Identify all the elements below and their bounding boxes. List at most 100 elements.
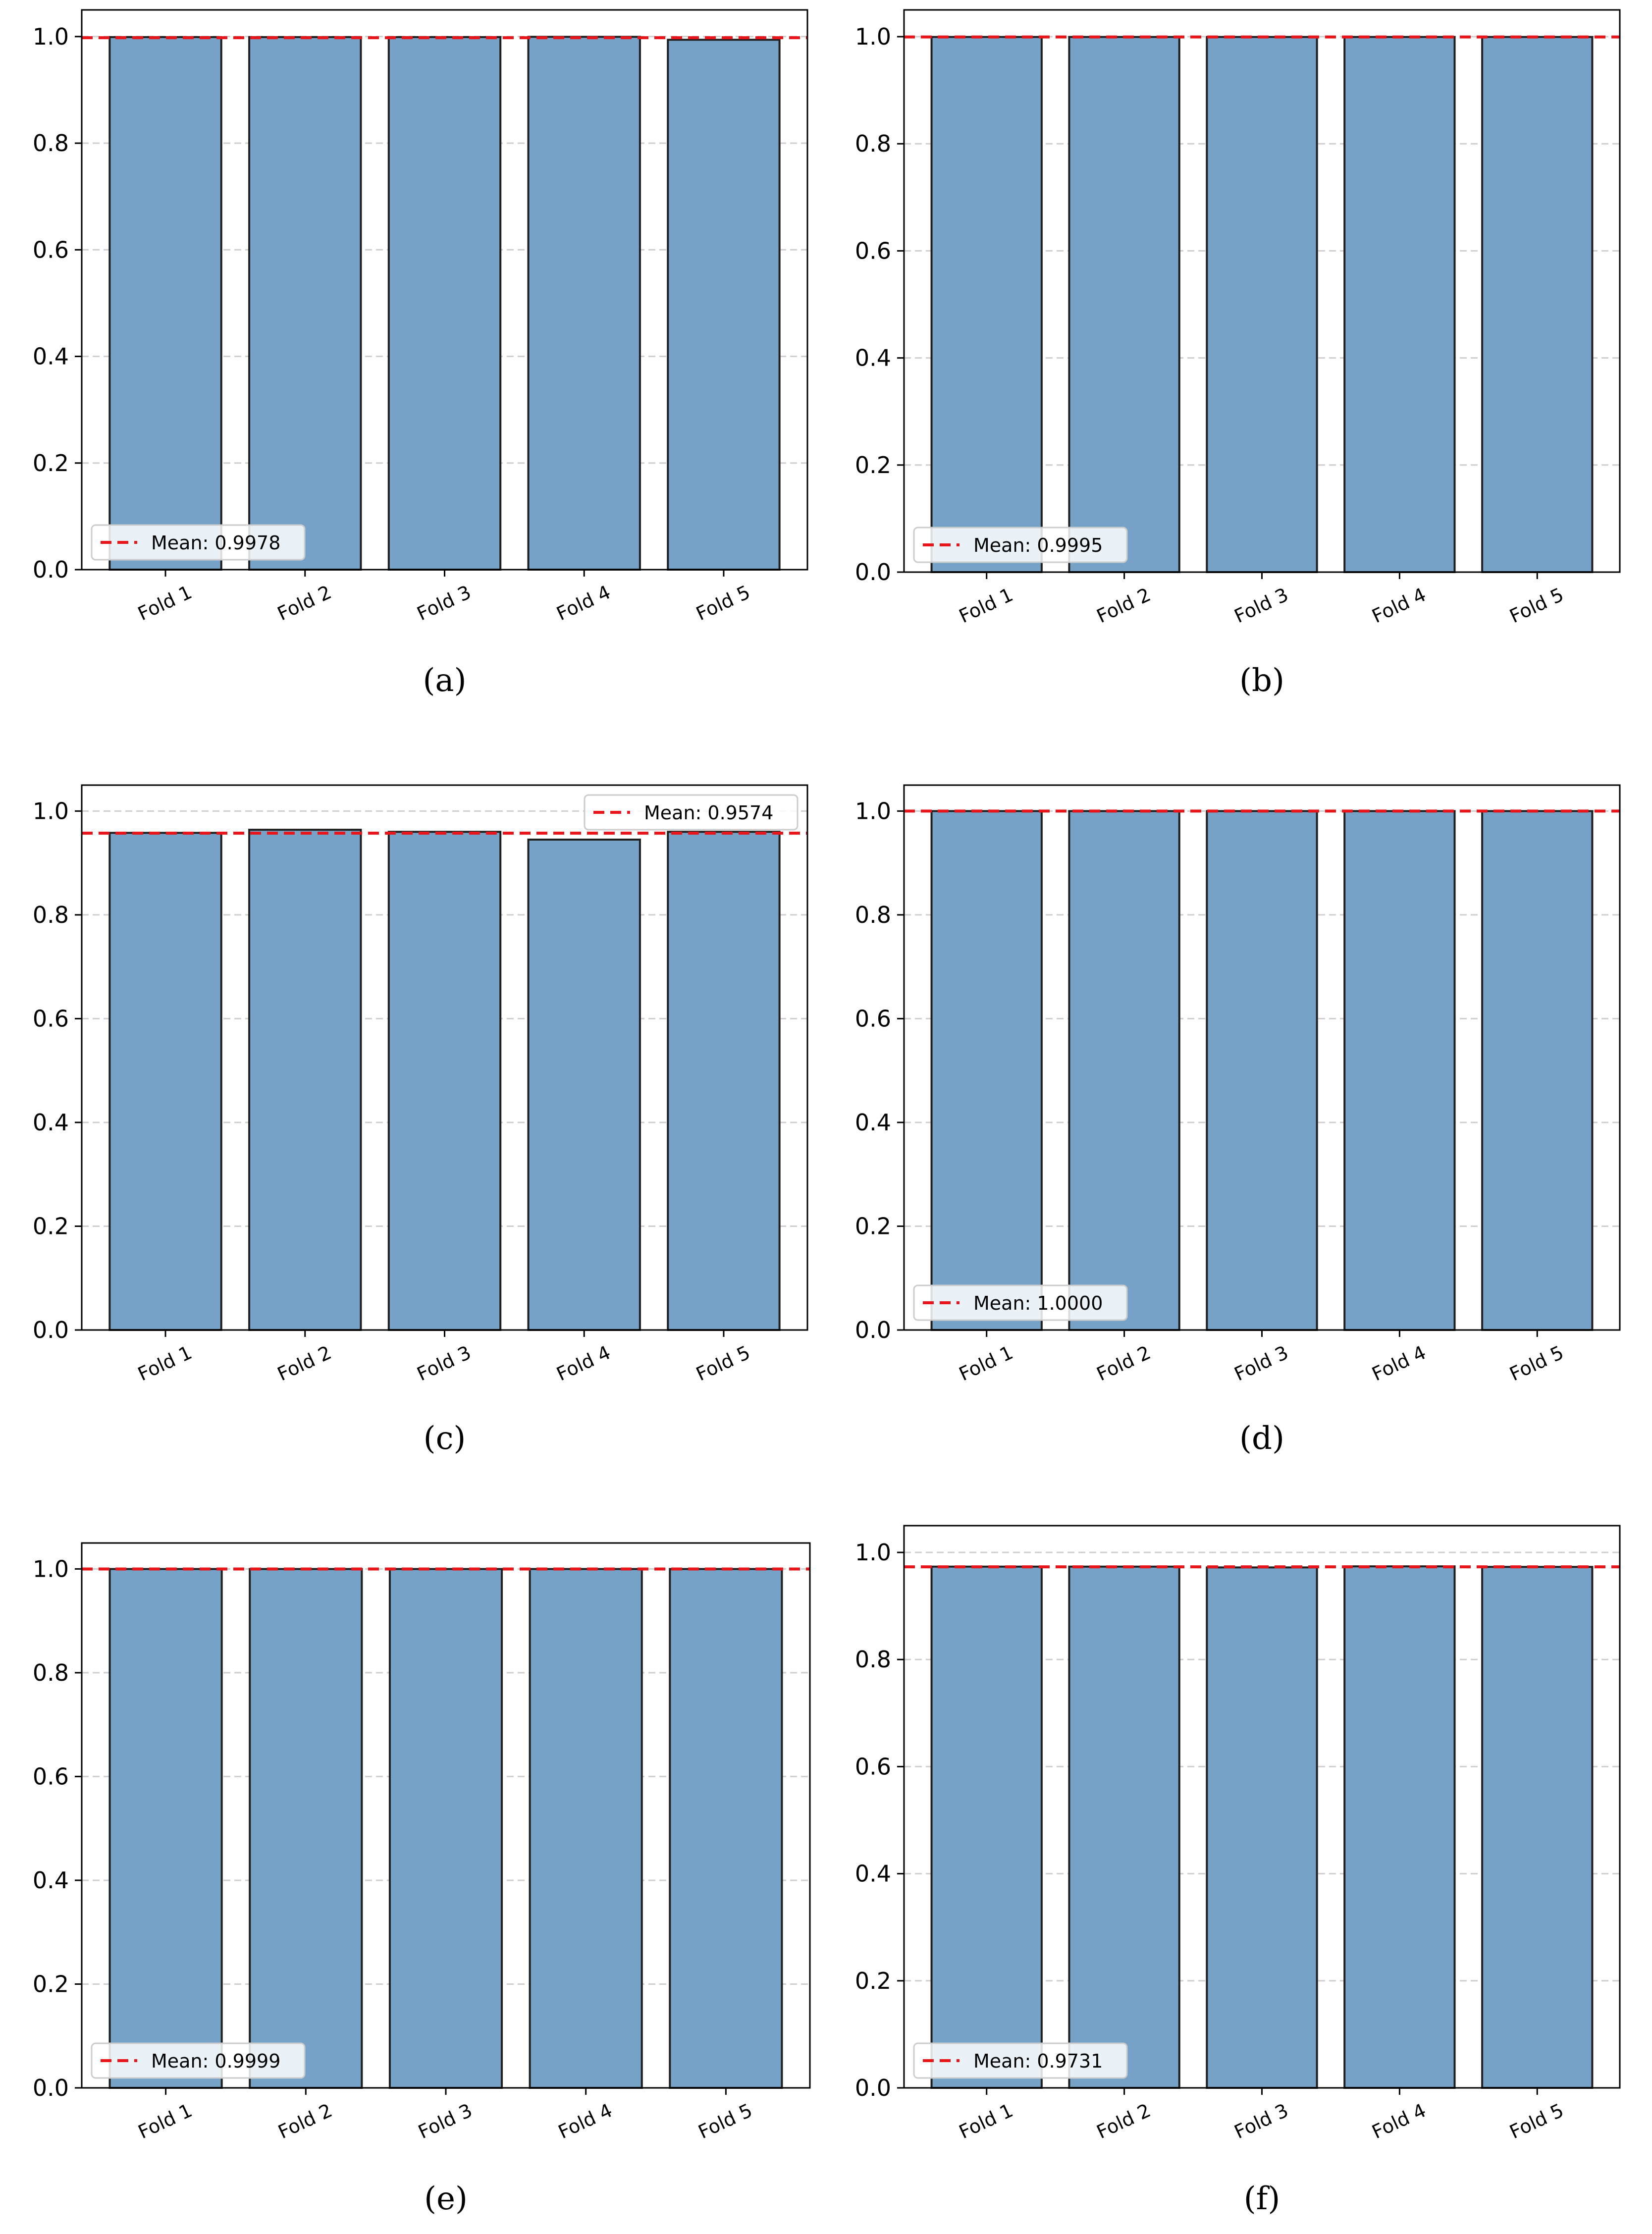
x-tick-label: Fold 2 bbox=[275, 2099, 336, 2143]
axes-frame bbox=[903, 9, 1621, 573]
y-tick-label: 0.2 bbox=[855, 1968, 891, 1994]
legend-label: Mean: 0.9978 bbox=[151, 532, 280, 554]
bar-3 bbox=[1206, 810, 1318, 1331]
x-tick-label: Fold 4 bbox=[553, 1341, 614, 1385]
bar-2 bbox=[248, 829, 362, 1331]
y-tick-label: 1.0 bbox=[855, 1539, 891, 1566]
x-tick-label: Fold 3 bbox=[1231, 1341, 1292, 1385]
y-tick-label: 1.0 bbox=[33, 798, 69, 824]
legend: Mean: 1.0000 bbox=[913, 1284, 1128, 1321]
x-tick-label: Fold 4 bbox=[553, 581, 614, 625]
legend: Mean: 0.9574 bbox=[584, 794, 799, 831]
panel-caption: (f) bbox=[1244, 2181, 1280, 2217]
y-tick-label: 0.6 bbox=[33, 1763, 69, 1790]
y-tick-label: 0.0 bbox=[855, 1317, 891, 1343]
chart-panel-a: 0.0 0.2 0.4 0.6 0.8 1.0 Fold 1 Fold 2 Fold 3 Fold… bbox=[33, 9, 808, 699]
legend-box bbox=[91, 524, 306, 561]
chart-panel-d: 0.0 0.2 0.4 0.6 0.8 1.0 Fold 1 Fold 2 Fold 3 Fold… bbox=[855, 784, 1621, 1457]
y-tick-label: 0.4 bbox=[855, 345, 891, 372]
bar-3 bbox=[387, 36, 502, 571]
y-tick-label: 0.4 bbox=[33, 343, 69, 370]
chart-panel-e: 0.0 0.2 0.4 0.6 0.8 1.0 Fold 1 Fold 2 Fold 3 Fold… bbox=[33, 1542, 811, 2217]
legend-label: Mean: 0.9995 bbox=[973, 534, 1103, 556]
x-tick-label: Fold 4 bbox=[555, 2099, 616, 2143]
y-tick-label: 0.2 bbox=[855, 452, 891, 479]
y-tick-label: 0.4 bbox=[855, 1109, 891, 1136]
chart-panel-c: 0.0 0.2 0.4 0.6 0.8 1.0 Fold 1 Fold 2 Fold 3 Fold… bbox=[33, 784, 808, 1457]
x-tick-label: Fold 3 bbox=[414, 581, 475, 625]
chart-panel-b: 0.0 0.2 0.4 0.6 0.8 1.0 Fold 1 Fold 2 Fold 3 Fold… bbox=[855, 9, 1621, 699]
x-tick-label: Fold 2 bbox=[274, 581, 335, 625]
legend: Mean: 0.9731 bbox=[913, 2042, 1128, 2079]
y-tick-label: 1.0 bbox=[855, 23, 891, 50]
bar-5 bbox=[667, 39, 781, 571]
bar-4 bbox=[1343, 1565, 1456, 2089]
x-tick-label: Fold 5 bbox=[1506, 2099, 1567, 2143]
y-tick-label: 0.0 bbox=[855, 2074, 891, 2101]
chart-panel-f: 0.0 0.2 0.4 0.6 0.8 1.0 Fold 1 Fold 2 Fold 3 Fold… bbox=[855, 1525, 1621, 2217]
x-tick-label: Fold 5 bbox=[695, 2099, 756, 2143]
bar-3 bbox=[1206, 1566, 1318, 2089]
y-tick-label: 0.2 bbox=[855, 1213, 891, 1239]
panel-caption: (d) bbox=[1239, 1420, 1284, 1457]
legend-box bbox=[584, 794, 799, 831]
x-tick-label: Fold 2 bbox=[1093, 2099, 1154, 2143]
legend-box bbox=[913, 527, 1128, 563]
y-tick-label: 0.8 bbox=[33, 902, 69, 928]
x-tick-label: Fold 3 bbox=[414, 1341, 475, 1385]
y-tick-label: 0.0 bbox=[33, 2074, 69, 2101]
y-tick-label: 0.8 bbox=[33, 1659, 69, 1686]
bar-2 bbox=[248, 36, 362, 571]
legend-label: Mean: 0.9574 bbox=[644, 802, 773, 824]
bar-1 bbox=[108, 36, 222, 571]
legend-box bbox=[913, 1284, 1128, 1321]
y-tick-label: 0.6 bbox=[855, 1753, 891, 1780]
x-tick-label: Fold 1 bbox=[956, 2099, 1016, 2143]
legend-label: Mean: 0.9999 bbox=[151, 2050, 280, 2072]
y-tick-label: 0.4 bbox=[33, 1867, 69, 1894]
bar-4 bbox=[527, 839, 641, 1331]
y-tick-label: 1.0 bbox=[33, 23, 69, 50]
x-tick-label: Fold 1 bbox=[135, 581, 196, 625]
bar-1 bbox=[930, 810, 1043, 1331]
bar-2 bbox=[1068, 810, 1180, 1331]
panel-caption: (e) bbox=[424, 2181, 468, 2217]
y-tick-label: 0.2 bbox=[33, 1970, 69, 1997]
panel-caption: (a) bbox=[423, 662, 466, 699]
bar-3 bbox=[387, 831, 502, 1331]
x-tick-label: Fold 1 bbox=[956, 584, 1016, 627]
bar-1 bbox=[930, 36, 1043, 573]
axes-frame bbox=[81, 1542, 811, 2089]
x-tick-label: Fold 1 bbox=[135, 2099, 196, 2143]
bar-1 bbox=[930, 1565, 1043, 2089]
bar-5 bbox=[669, 1568, 783, 2089]
bar-2 bbox=[1068, 1565, 1180, 2089]
y-tick-label: 0.2 bbox=[33, 450, 69, 477]
x-tick-label: Fold 3 bbox=[415, 2099, 476, 2143]
x-tick-label: Fold 2 bbox=[274, 1341, 335, 1385]
x-tick-label: Fold 5 bbox=[693, 1341, 753, 1385]
bar-1 bbox=[108, 1568, 223, 2089]
y-tick-label: 0.0 bbox=[33, 1317, 69, 1343]
bar-4 bbox=[529, 1568, 643, 2089]
legend-label: Mean: 1.0000 bbox=[973, 1292, 1103, 1314]
legend: Mean: 0.9999 bbox=[91, 2042, 306, 2079]
y-tick-label: 0.4 bbox=[855, 1861, 891, 1887]
y-tick-label: 0.8 bbox=[855, 1646, 891, 1673]
legend-box bbox=[913, 2042, 1128, 2079]
x-tick-label: Fold 2 bbox=[1093, 1341, 1154, 1385]
bar-3 bbox=[388, 1568, 503, 2089]
y-tick-label: 1.0 bbox=[33, 1555, 69, 1582]
bar-5 bbox=[667, 831, 781, 1331]
legend-label: Mean: 0.9731 bbox=[973, 2050, 1103, 2072]
x-tick-label: Fold 3 bbox=[1231, 2099, 1292, 2143]
y-tick-label: 0.2 bbox=[33, 1213, 69, 1239]
y-tick-label: 0.0 bbox=[855, 559, 891, 585]
axes-frame bbox=[903, 784, 1621, 1331]
x-tick-label: Fold 5 bbox=[1506, 1341, 1567, 1385]
bar-1 bbox=[108, 832, 222, 1331]
panel-caption: (c) bbox=[424, 1420, 466, 1457]
x-tick-label: Fold 4 bbox=[1369, 1341, 1430, 1385]
y-tick-label: 0.6 bbox=[33, 1005, 69, 1032]
